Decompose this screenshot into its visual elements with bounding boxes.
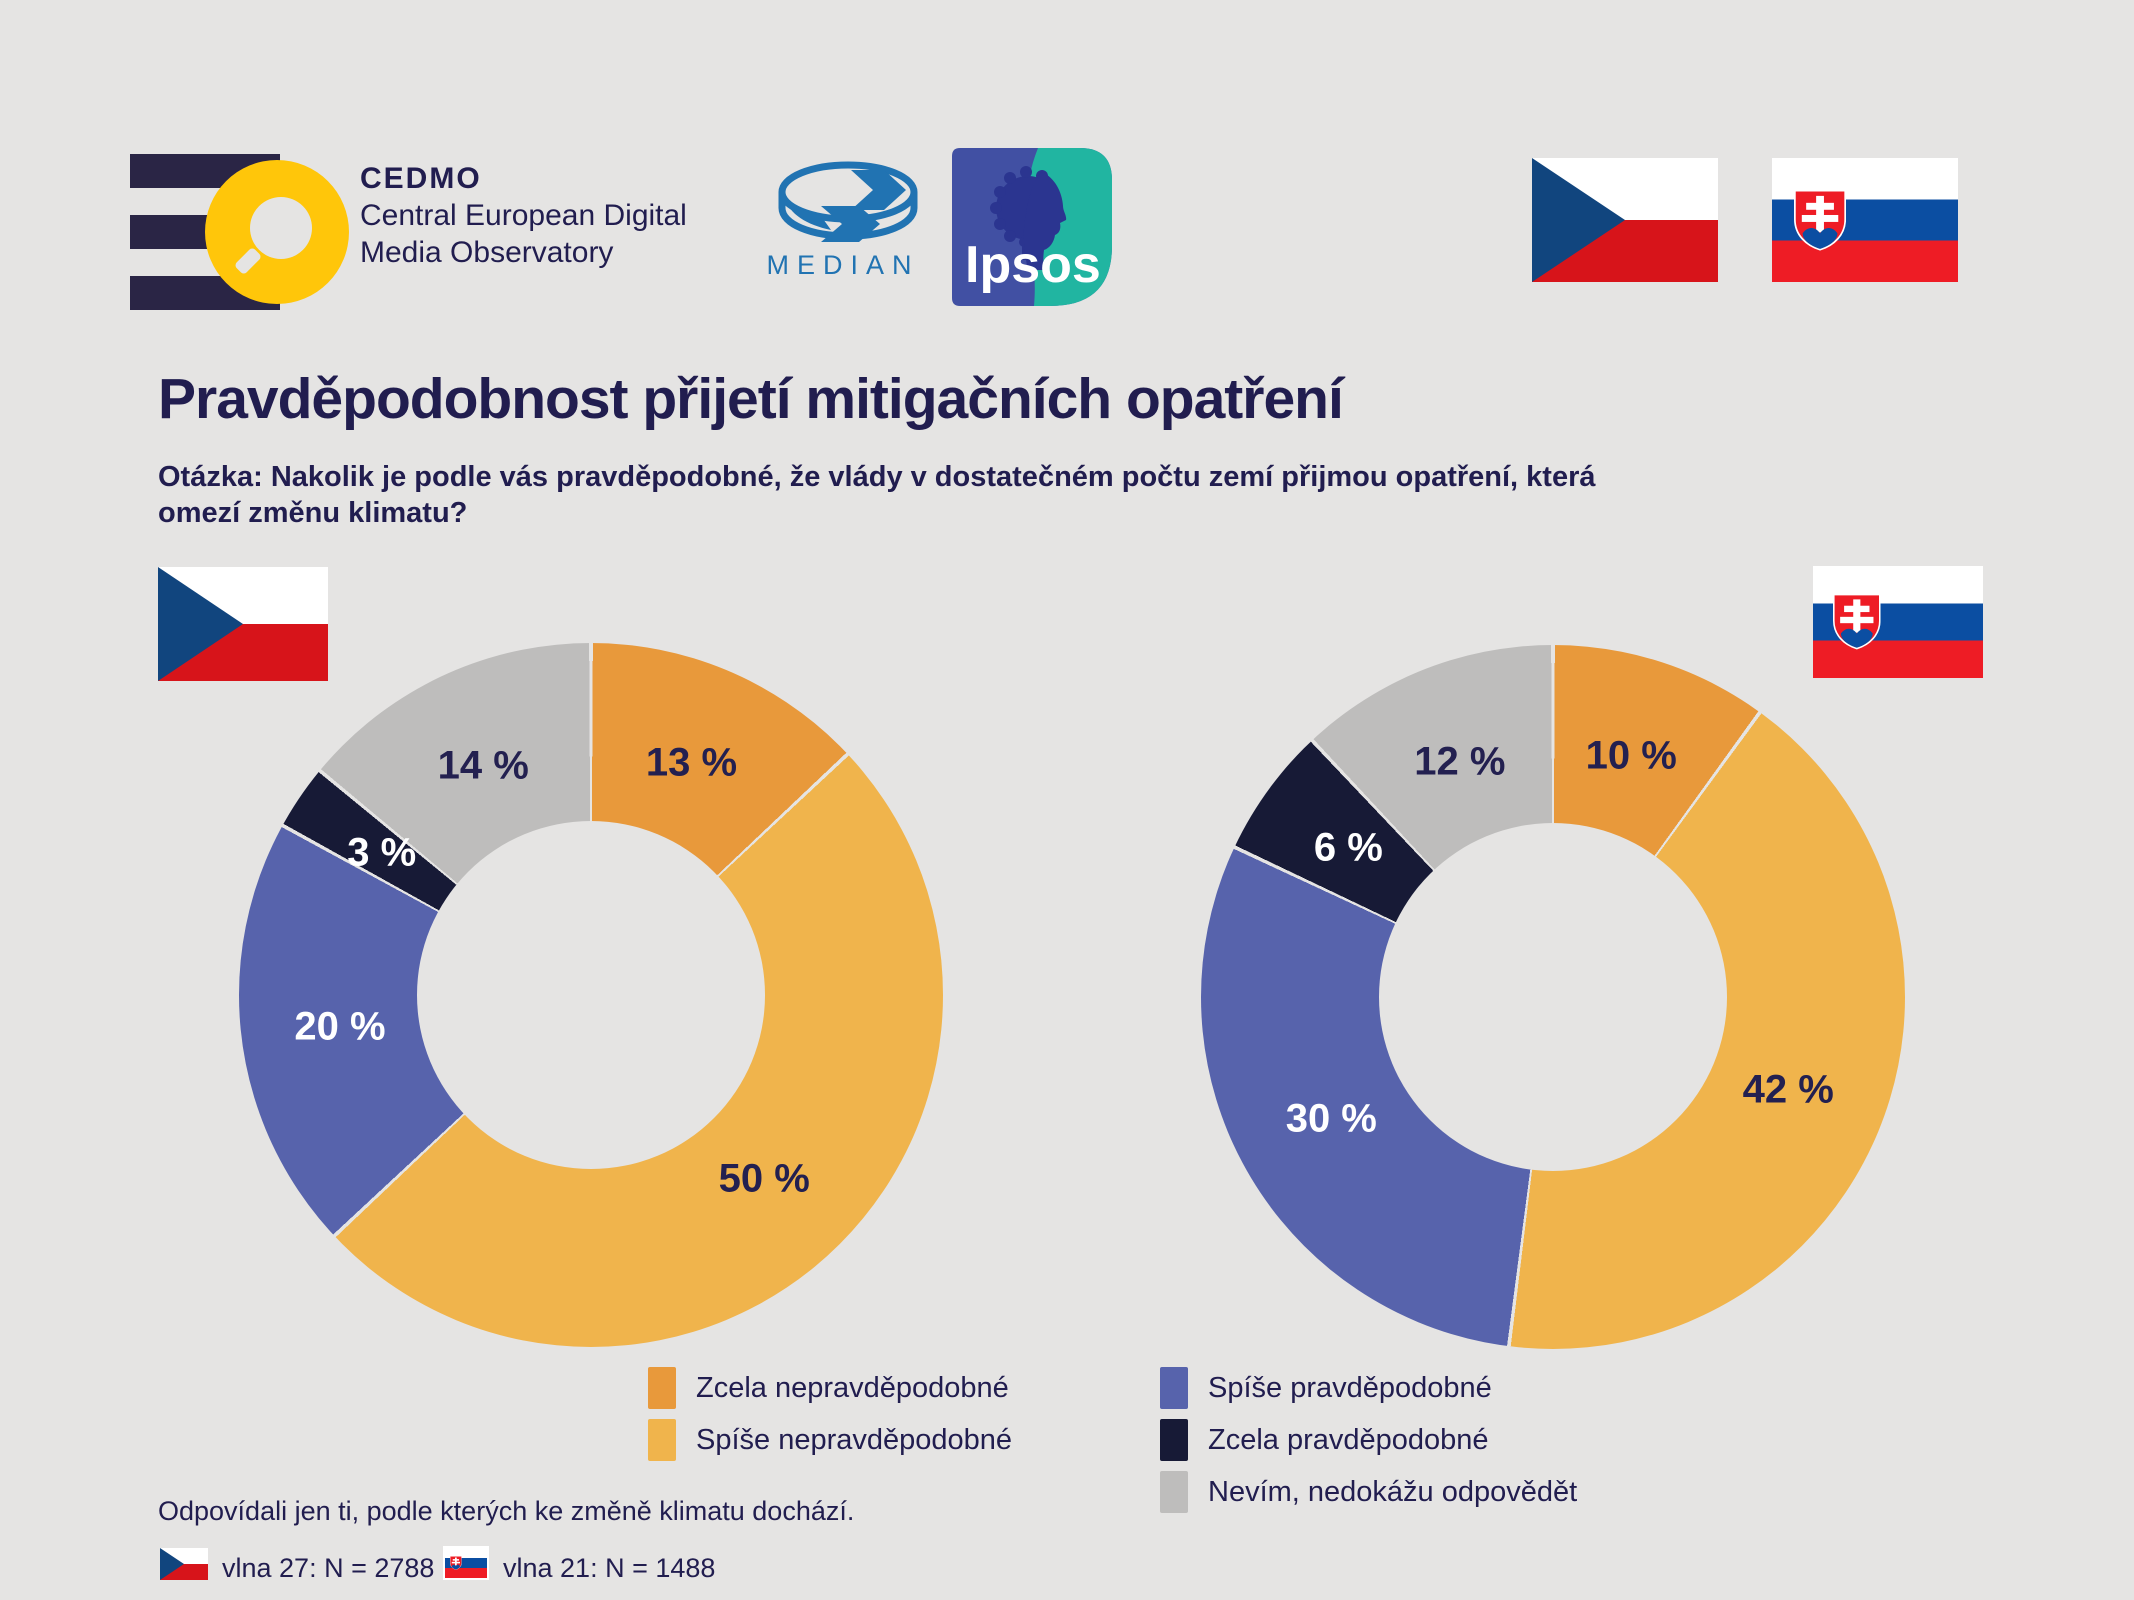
legend-label: Spíše nepravděpodobné — [696, 1423, 1013, 1456]
legend-item: Nevím, nedokážu odpovědět — [1160, 1466, 1577, 1518]
donut-chart-czech: 13 % 50 % 20 % 3 % 14 % — [239, 643, 943, 1347]
slice-label: 30 % — [1285, 1096, 1377, 1141]
median-ring-icon — [778, 161, 918, 242]
survey-question-line2: omezí změnu klimatu? — [158, 497, 468, 529]
slice-label: 3 % — [347, 830, 417, 875]
slice-label: 10 % — [1585, 733, 1677, 778]
slovak-emblem-icon — [450, 1554, 462, 1572]
slovak-emblem-icon — [1794, 183, 1846, 257]
cedmo-logo — [130, 154, 362, 316]
sample-size-czech: vlna 27: N = 2788 — [222, 1553, 435, 1583]
legend-label: Zcela pravděpodobné — [1208, 1423, 1489, 1456]
legend-item: Spíše pravděpodobné — [1160, 1362, 1577, 1414]
cedmo-name: CEDMO — [360, 162, 482, 195]
legend-swatch — [1160, 1367, 1188, 1409]
legend-item: Spíše nepravděpodobné — [648, 1414, 1012, 1466]
legend-label: Nevím, nedokážu odpovědět — [1208, 1475, 1578, 1508]
slice-label: 6 % — [1313, 825, 1383, 870]
cedmo-subtitle-line1: Central European Digital — [360, 199, 687, 232]
legend-swatch — [648, 1419, 676, 1461]
median-wordmark: MEDIAN — [766, 250, 920, 280]
donut-chart-slovak: 10 % 42 % 30 % 6 % 12 % — [1201, 645, 1905, 1349]
czech-flag-chart — [158, 567, 328, 681]
donut-ring — [1201, 645, 1905, 1349]
survey-question-line1: Otázka: Nakolik je podle vás pravděpodob… — [158, 461, 1596, 493]
legend-swatch — [1160, 1419, 1188, 1461]
legend-label: Zcela nepravděpodobné — [696, 1371, 1009, 1404]
slice-label: 20 % — [294, 1004, 386, 1049]
donut-ring — [239, 643, 943, 1347]
survey-question: Otázka: Nakolik je podle vás pravděpodob… — [158, 459, 1596, 531]
magnifier-icon — [205, 160, 349, 304]
median-logo — [770, 158, 926, 259]
legend-column-right: Spíše pravděpodobné Zcela pravděpodobné Ne… — [1160, 1362, 1577, 1518]
czech-flag — [1532, 158, 1718, 282]
ipsos-logo: Ipsos — [952, 148, 1112, 311]
legend-item: Zcela pravděpodobné — [1160, 1414, 1577, 1466]
slovak-flag-chart — [1813, 566, 1983, 678]
slice-label: 42 % — [1742, 1067, 1834, 1112]
slice-label: 50 % — [718, 1156, 810, 1201]
footnote: Odpovídali jen ti, podle kterých ke změn… — [158, 1496, 855, 1526]
ipsos-logo-icon: Ipsos — [952, 148, 1112, 306]
slice-label: 14 % — [437, 743, 529, 788]
legend-item: Zcela nepravděpodobné — [648, 1362, 1012, 1414]
legend-swatch — [648, 1367, 676, 1409]
sample-size-slovak: vlna 21: N = 1488 — [503, 1553, 716, 1583]
cedmo-wordmark: CEDMO Central European Digital Media Obs… — [360, 160, 687, 271]
czech-flag-footer — [160, 1548, 208, 1580]
cedmo-subtitle-line2: Media Observatory — [360, 236, 614, 269]
legend-swatch — [1160, 1471, 1188, 1513]
legend-label: Spíše pravděpodobné — [1208, 1371, 1492, 1404]
slice-label: 13 % — [645, 740, 738, 785]
slovak-flag-footer — [443, 1546, 489, 1580]
slovak-flag — [1772, 158, 1958, 282]
page-title: Pravděpodobnost přijetí mitigačních opat… — [158, 367, 1344, 431]
legend-column-left: Zcela nepravděpodobné Spíše nepravděpodob… — [648, 1362, 1012, 1466]
ipsos-wordmark: Ipsos — [965, 236, 1101, 294]
slice-label: 12 % — [1414, 739, 1506, 784]
